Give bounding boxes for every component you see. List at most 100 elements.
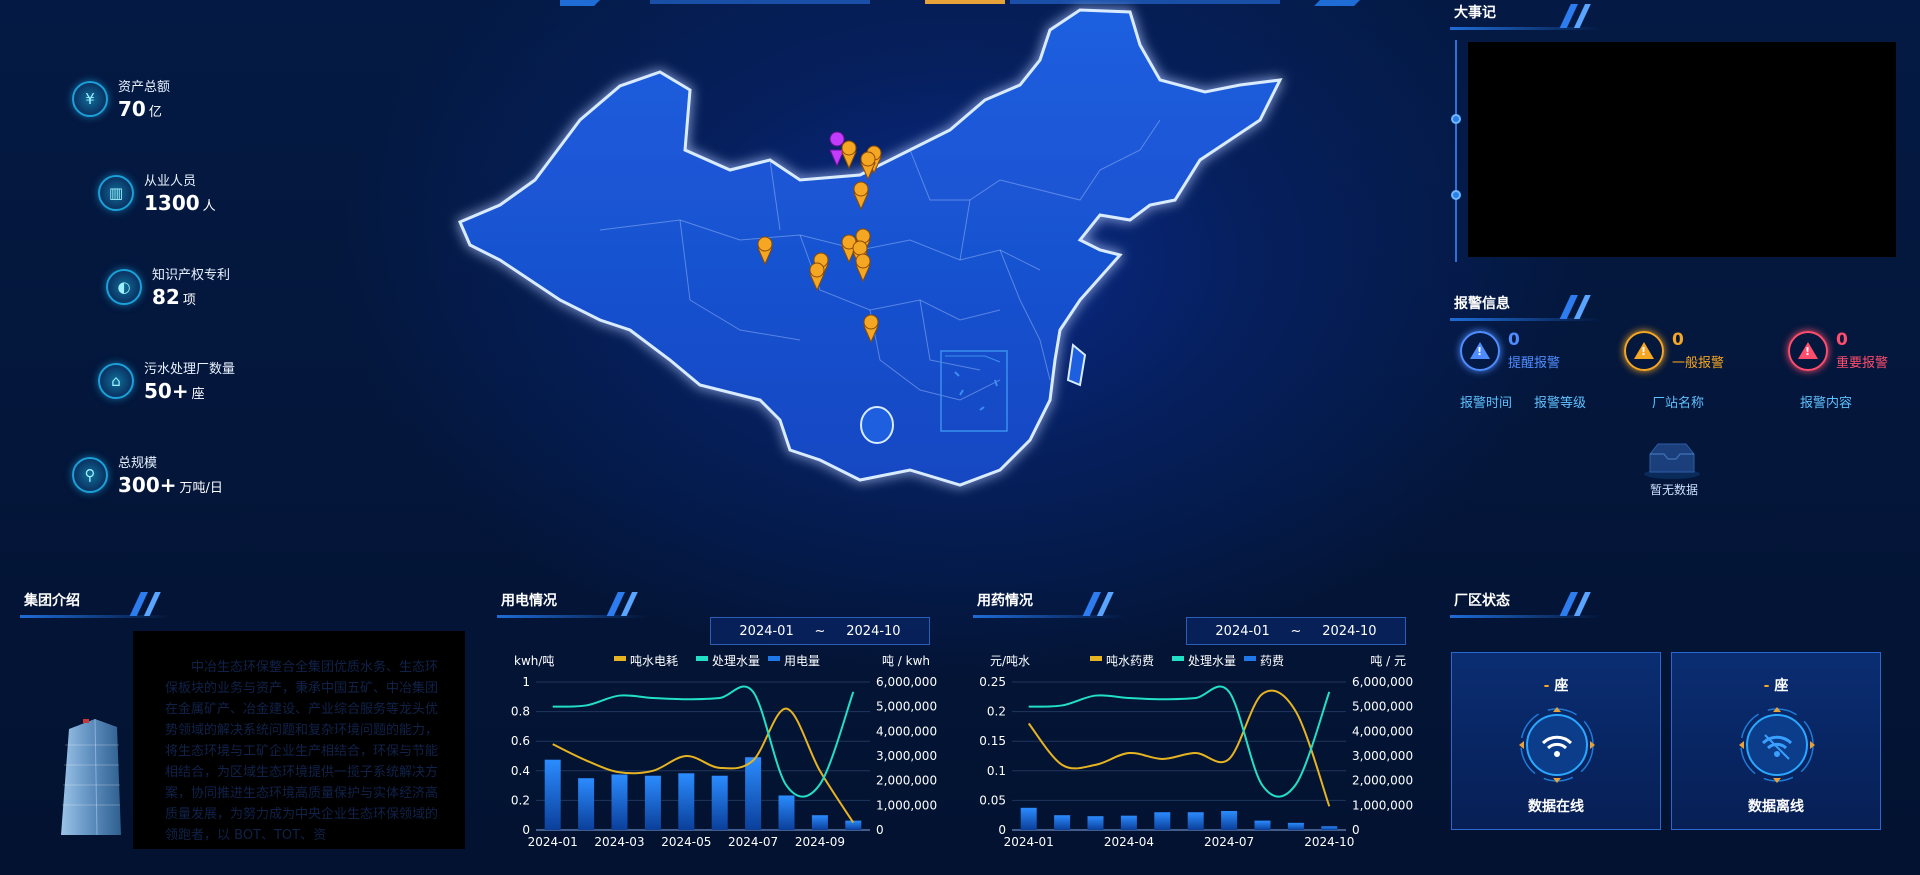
bar-2024-03[interactable]: [611, 774, 628, 831]
bar-2024-01[interactable]: [544, 759, 561, 830]
power-chart[interactable]: kwh/吨 吨 / kwh 吨水电耗 处理水量 用电量 0 0.2 0.4 0.6 0.8 1 0 1,…: [500, 648, 950, 863]
stat-employees: ▥ 从业人员 1300 人: [98, 170, 216, 215]
line-series-处理水量[interactable]: [1028, 685, 1331, 798]
x-tick-label: 2024-05: [661, 835, 711, 849]
chem-date-range[interactable]: 2024-01 ~ 2024-10: [1186, 617, 1406, 645]
power-date-range[interactable]: 2024-01 ~ 2024-10: [710, 617, 930, 645]
left-axis-unit: kwh/吨: [514, 654, 554, 668]
map-marker[interactable]: [757, 236, 773, 266]
line-series-吨水电耗[interactable]: [552, 707, 855, 824]
timeline-dot[interactable]: [1451, 190, 1461, 200]
bar-2024-02[interactable]: [578, 778, 595, 830]
bar-2024-06[interactable]: [711, 775, 728, 830]
right-axis-unit: 吨 / kwh: [882, 654, 930, 668]
right-tick-label: 6,000,000: [876, 675, 937, 689]
date-end[interactable]: 2024-10: [846, 623, 901, 639]
map-marker[interactable]: [841, 234, 857, 264]
building-icon: ▥: [98, 174, 134, 211]
line-series-处理水量[interactable]: [552, 685, 855, 798]
map-marker[interactable]: [860, 151, 876, 181]
bar-2024-01[interactable]: [1020, 807, 1037, 830]
stat-value: 82: [152, 285, 180, 309]
right-tick-label: 4,000,000: [876, 724, 937, 738]
factory-offline-card[interactable]: - 座 数据离线: [1671, 652, 1881, 830]
left-tick-label: 0.1: [987, 764, 1006, 778]
alarm-count: 0: [1836, 330, 1848, 350]
right-tick-label: 1,000,000: [1352, 798, 1413, 812]
left-tick-label: 0.8: [511, 705, 530, 719]
alarm-general[interactable]: ! 0 一般报警: [1624, 330, 1724, 371]
bar-2024-08[interactable]: [1254, 820, 1271, 830]
factory-offline-label: 数据离线: [1748, 799, 1804, 815]
chem-chart[interactable]: 元/吨水 吨 / 元 吨水药费 处理水量 药费 0 0.05 0.1 0.15 0.2 0.25 0 1…: [976, 648, 1426, 863]
column-alarm-level[interactable]: 报警等级: [1534, 396, 1587, 411]
date-start[interactable]: 2024-01: [1215, 623, 1270, 639]
bar-2024-07[interactable]: [745, 757, 762, 830]
alarm-reminder[interactable]: ! 0 提醒报警: [1460, 330, 1560, 371]
chem-title-text: 用药情况: [977, 593, 1033, 609]
legend-swatch: [1172, 656, 1184, 661]
stat-unit: 座: [191, 387, 205, 402]
x-tick-label: 2024-03: [594, 835, 644, 849]
bar-2024-04[interactable]: [644, 775, 661, 830]
legend-swatch: [1244, 656, 1256, 661]
stat-patents: ◐ 知识产权专利 82 项: [106, 264, 230, 309]
map-markers[interactable]: [757, 131, 882, 344]
factory-unit: 座: [1554, 678, 1569, 694]
column-alarm-time[interactable]: 报警时间: [1460, 396, 1513, 411]
alarm-name: 重要报警: [1836, 356, 1889, 371]
map-marker[interactable]: [853, 181, 869, 211]
bar-2024-02[interactable]: [1054, 815, 1071, 830]
alarms-title: 报警信息: [1450, 293, 1602, 321]
stat-unit: 项: [182, 293, 196, 308]
stat-assets: ¥ 资产总额 70 亿: [72, 76, 170, 121]
taiwan-island: [1066, 343, 1087, 387]
bar-2024-09[interactable]: [811, 815, 828, 830]
bar-2024-08[interactable]: [778, 795, 795, 830]
bar-2024-04[interactable]: [1120, 815, 1137, 830]
legend-label: 处理水量: [1188, 654, 1236, 668]
map-marker[interactable]: [863, 314, 879, 344]
left-tick-label: 0: [522, 823, 530, 837]
bar-2024-07[interactable]: [1221, 811, 1238, 830]
legend-swatch: [614, 656, 626, 661]
bar-2024-09[interactable]: [1287, 822, 1304, 830]
right-tick-label: 6,000,000: [1352, 675, 1413, 689]
bar-2024-05[interactable]: [678, 773, 695, 830]
wifi-icon: [1519, 707, 1595, 783]
alarm-important[interactable]: ! 0 重要报警: [1788, 330, 1888, 371]
stat-scale: ⚲ 总规模 300+ 万吨/日: [72, 452, 223, 497]
intro-title: 集团介绍: [20, 590, 172, 618]
legend-label: 用电量: [784, 654, 820, 668]
date-end[interactable]: 2024-10: [1322, 623, 1377, 639]
timeline-dot[interactable]: [1451, 114, 1461, 124]
bar-2024-03[interactable]: [1087, 816, 1104, 830]
column-alarm-content[interactable]: 报警内容: [1800, 396, 1853, 411]
water-drop-icon: ◐: [106, 268, 142, 305]
bar-2024-10[interactable]: [845, 820, 862, 830]
stat-plants: ⌂ 污水处理厂数量 50+ 座: [98, 358, 235, 403]
map-marker[interactable]: [809, 262, 825, 292]
power-title: 用电情况: [497, 590, 649, 618]
column-station-name[interactable]: 厂站名称: [1652, 396, 1705, 411]
map-marker[interactable]: [841, 140, 857, 170]
map-marker-purple[interactable]: [829, 131, 845, 168]
events-timeline[interactable]: [1450, 40, 1900, 265]
china-map[interactable]: [440, 0, 1340, 575]
bar-2024-10[interactable]: [1321, 826, 1338, 830]
legend-swatch: [1090, 656, 1102, 661]
line-series-吨水药费[interactable]: [1027, 689, 1331, 807]
factory-online-card[interactable]: - 座 数据在线: [1451, 652, 1661, 830]
bar-2024-06[interactable]: [1187, 812, 1204, 830]
right-tick-label: 2,000,000: [1352, 774, 1413, 788]
map-marker[interactable]: [855, 253, 871, 283]
hainan-island: [860, 406, 894, 444]
headquarters-building-image: [61, 718, 121, 835]
bar-2024-05[interactable]: [1154, 812, 1171, 830]
date-start[interactable]: 2024-01: [739, 623, 794, 639]
stat-unit: 亿: [148, 105, 162, 120]
legend-label: 处理水量: [712, 654, 760, 668]
date-separator: ~: [814, 623, 826, 639]
online-count: -: [1543, 678, 1550, 694]
alert-important-icon: !: [1788, 330, 1828, 371]
